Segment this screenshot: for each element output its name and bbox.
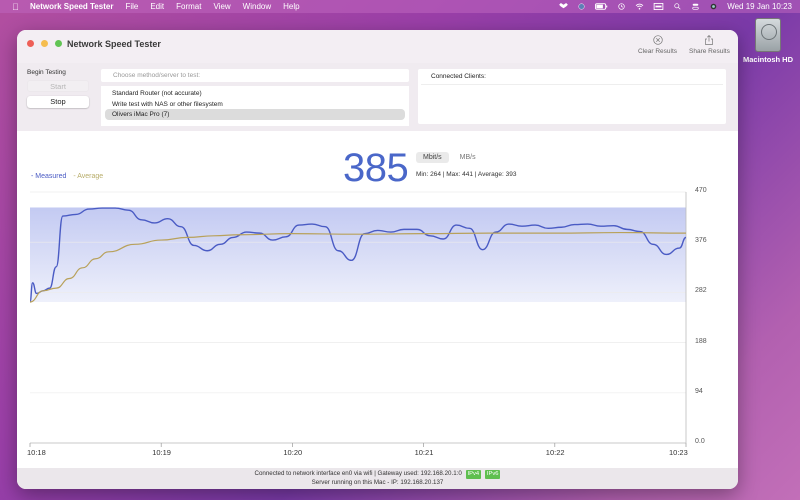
hard-drive-icon (755, 18, 781, 52)
y-tick-label: 282 (695, 287, 707, 295)
close-window-button[interactable] (27, 40, 34, 47)
control-center-icon[interactable] (691, 3, 700, 10)
menubar-clock[interactable]: Wed 19 Jan 10:23 (727, 2, 792, 11)
controls-panel: Begin Testing Start Stop Choose method/s… (17, 63, 738, 131)
menu-file[interactable]: File (125, 2, 139, 11)
clear-results-label: Clear Results (638, 48, 678, 55)
server-status: Server running on this Mac - IP: 192.168… (311, 478, 444, 486)
method-header: Choose method/server to test: (101, 69, 409, 82)
ipv6-badge: IPv6 (484, 470, 501, 479)
stop-button[interactable]: Stop (27, 96, 89, 108)
x-tick-label: 10:19 (152, 448, 171, 457)
keyboard-icon[interactable] (653, 3, 664, 10)
method-option-nas[interactable]: Write test with NAS or other filesystem (112, 100, 223, 108)
method-list[interactable]: Standard Router (not accurate) Write tes… (101, 86, 409, 126)
share-results-label: Share Results (689, 48, 730, 55)
share-results-button[interactable]: Share Results (689, 35, 730, 55)
unit-mbits-button[interactable]: Mbit/s (416, 152, 449, 163)
begin-testing-label: Begin Testing (27, 69, 66, 76)
x-tick-label: 10:23 (669, 448, 688, 457)
connected-clients-header: Connected Clients: (421, 69, 723, 85)
method-selector: Choose method/server to test: Standard R… (101, 69, 409, 127)
method-option-imac-pro[interactable]: Olivers iMac Pro (7) (105, 109, 405, 120)
chart-legend: - Measured - Average (31, 173, 103, 180)
y-tick-label: 188 (695, 337, 707, 345)
chart-pane: 385 Mbit/s MB/s Min: 264 | Max: 441 | Av… (17, 131, 738, 468)
battery-icon[interactable] (595, 3, 608, 10)
menu-edit[interactable]: Edit (150, 2, 165, 11)
time-machine-icon[interactable] (617, 3, 626, 10)
desktop-drive-label: Macintosh HD (742, 55, 793, 64)
speed-chart (29, 191, 687, 447)
menu-help[interactable]: Help (283, 2, 300, 11)
speed-stats: Min: 264 | Max: 441 | Average: 393 (416, 171, 517, 178)
clear-circle-x-icon (652, 35, 663, 45)
y-tick-label: 376 (695, 237, 707, 245)
title-bar[interactable]: Network Speed Tester Clear Results Share… (17, 30, 738, 63)
status-bar: Connected to network interface en0 via w… (17, 468, 738, 489)
siri-icon[interactable] (709, 3, 718, 10)
menu-format[interactable]: Format (176, 2, 202, 11)
ipv4-badge: IPv4 (465, 470, 482, 479)
zoom-window-button[interactable] (55, 40, 62, 47)
menu-view[interactable]: View (213, 2, 231, 11)
menu-bar:  Network Speed Tester File Edit Format … (0, 0, 800, 13)
connection-status: Connected to network interface en0 via w… (254, 470, 462, 477)
unit-toggle: Mbit/s MB/s (416, 152, 483, 163)
x-tick-label: 10:20 (283, 448, 303, 457)
apple-menu-icon[interactable]:  (12, 2, 22, 12)
share-icon (705, 35, 714, 45)
legend-measured: - Measured (31, 173, 67, 180)
begin-testing-group: Begin Testing Start Stop (27, 69, 93, 108)
window-title: Network Speed Tester (67, 39, 161, 49)
x-tick-label: 10:22 (545, 448, 565, 457)
y-tick-label: 94 (695, 387, 703, 395)
dropbox-icon[interactable] (559, 3, 569, 10)
app-window: Network Speed Tester Clear Results Share… (17, 30, 738, 489)
minimize-window-button[interactable] (41, 40, 48, 47)
current-speed-value: 385 (343, 146, 409, 190)
menu-window[interactable]: Window (242, 2, 272, 11)
y-tick-label: 470 (695, 187, 707, 194)
clear-results-button[interactable]: Clear Results (638, 35, 677, 55)
vpn-icon[interactable] (577, 3, 586, 10)
x-tick-label: 10:21 (414, 448, 434, 457)
method-option-standard-router[interactable]: Standard Router (not accurate) (112, 90, 202, 97)
wifi-icon[interactable] (635, 3, 644, 10)
x-tick-label: 10:18 (27, 448, 46, 457)
start-button[interactable]: Start (27, 80, 89, 92)
spotlight-icon[interactable] (673, 3, 682, 10)
legend-average: - Average (73, 173, 104, 180)
y-tick-label: 0.0 (695, 438, 705, 445)
unit-mbytes-button[interactable]: MB/s (459, 154, 476, 161)
connected-clients-panel: Connected Clients: (418, 69, 726, 124)
desktop-drive-macintosh-hd[interactable]: Macintosh HD (740, 18, 796, 64)
menu-app-name[interactable]: Network Speed Tester (30, 2, 114, 11)
